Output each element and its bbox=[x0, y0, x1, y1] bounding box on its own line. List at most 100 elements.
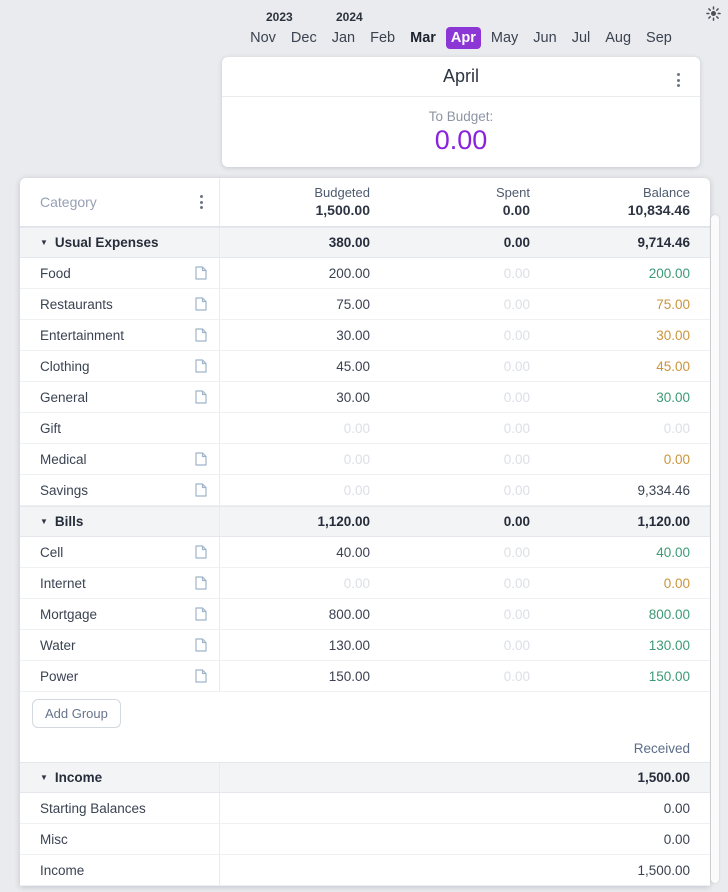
note-icon[interactable] bbox=[195, 545, 207, 559]
month-menu-kebab-icon[interactable] bbox=[673, 69, 684, 91]
category-menu-kebab-icon[interactable] bbox=[196, 191, 207, 213]
group-name[interactable]: Income bbox=[54, 770, 103, 785]
budgeted-value[interactable]: 150.00 bbox=[328, 668, 370, 684]
budgeted-value[interactable]: 45.00 bbox=[336, 358, 370, 374]
spent-value[interactable]: 0.00 bbox=[503, 451, 530, 467]
budgeted-value[interactable]: 130.00 bbox=[328, 637, 370, 653]
group-name[interactable]: Usual Expenses bbox=[54, 235, 159, 250]
budgeted-header[interactable]: Budgeted 1,500.00 bbox=[220, 184, 370, 220]
category-name[interactable]: Entertainment bbox=[40, 327, 125, 343]
group-spent[interactable]: 0.00 bbox=[503, 514, 530, 529]
balance-value[interactable]: 0.00 bbox=[663, 451, 690, 467]
balance-value[interactable]: 9,334.46 bbox=[637, 482, 690, 498]
collapse-arrow-icon[interactable]: ▼ bbox=[40, 517, 48, 526]
group-balance[interactable]: 9,714.46 bbox=[637, 235, 690, 250]
note-icon[interactable] bbox=[195, 328, 207, 342]
category-name[interactable]: Restaurants bbox=[40, 296, 113, 312]
spent-header[interactable]: Spent 0.00 bbox=[370, 184, 530, 220]
group-spent[interactable]: 0.00 bbox=[503, 235, 530, 250]
category-name[interactable]: Internet bbox=[40, 575, 86, 591]
note-icon[interactable] bbox=[195, 359, 207, 373]
group-budgeted[interactable]: 1,120.00 bbox=[317, 514, 370, 529]
budgeted-value[interactable]: 200.00 bbox=[328, 265, 370, 281]
balance-value[interactable]: 0.00 bbox=[663, 420, 690, 436]
category-name[interactable]: Starting Balances bbox=[40, 800, 146, 816]
balance-value[interactable]: 30.00 bbox=[656, 389, 690, 405]
month-jun[interactable]: Jun bbox=[528, 27, 561, 49]
budgeted-value[interactable]: 0.00 bbox=[343, 482, 370, 498]
spent-value[interactable]: 0.00 bbox=[503, 389, 530, 405]
balance-value[interactable]: 75.00 bbox=[656, 296, 690, 312]
category-name[interactable]: Food bbox=[40, 265, 71, 281]
category-name[interactable]: Water bbox=[40, 637, 76, 653]
group-name[interactable]: Bills bbox=[54, 514, 84, 529]
balance-value[interactable]: 800.00 bbox=[648, 606, 690, 622]
budgeted-value[interactable]: 0.00 bbox=[343, 420, 370, 436]
category-name[interactable]: Cell bbox=[40, 544, 64, 560]
category-name[interactable]: Mortgage bbox=[40, 606, 98, 622]
note-icon[interactable] bbox=[195, 607, 207, 621]
spent-value[interactable]: 0.00 bbox=[503, 668, 530, 684]
budgeted-value[interactable]: 800.00 bbox=[328, 606, 370, 622]
note-icon[interactable] bbox=[195, 266, 207, 280]
month-dec[interactable]: Dec bbox=[286, 27, 322, 49]
theme-sun-icon[interactable] bbox=[704, 4, 722, 22]
balance-value[interactable]: 30.00 bbox=[656, 327, 690, 343]
category-name[interactable]: General bbox=[40, 389, 89, 405]
spent-value[interactable]: 0.00 bbox=[503, 482, 530, 498]
balance-header[interactable]: Balance 10,834.46 bbox=[530, 184, 690, 220]
budgeted-value[interactable]: 75.00 bbox=[336, 296, 370, 312]
spent-value[interactable]: 0.00 bbox=[503, 420, 530, 436]
month-jul[interactable]: Jul bbox=[567, 27, 596, 49]
group-budgeted[interactable]: 380.00 bbox=[328, 235, 370, 250]
add-group-button[interactable]: Add Group bbox=[32, 698, 121, 728]
received-value[interactable]: 1,500.00 bbox=[637, 862, 690, 878]
received-value[interactable]: 0.00 bbox=[663, 800, 690, 816]
note-icon[interactable] bbox=[195, 452, 207, 466]
category-name[interactable]: Misc bbox=[40, 831, 68, 847]
group-balance[interactable]: 1,120.00 bbox=[637, 514, 690, 529]
balance-value[interactable]: 40.00 bbox=[656, 544, 690, 560]
spent-value[interactable]: 0.00 bbox=[503, 637, 530, 653]
month-mar[interactable]: Mar bbox=[405, 27, 441, 49]
budgeted-value[interactable]: 40.00 bbox=[336, 544, 370, 560]
category-name[interactable]: Gift bbox=[40, 420, 62, 436]
month-jan[interactable]: Jan bbox=[327, 27, 360, 49]
month-sep[interactable]: Sep bbox=[641, 27, 677, 49]
balance-value[interactable]: 45.00 bbox=[656, 358, 690, 374]
month-may[interactable]: May bbox=[486, 27, 523, 49]
category-name[interactable]: Savings bbox=[40, 482, 89, 498]
spent-value[interactable]: 0.00 bbox=[503, 606, 530, 622]
category-name[interactable]: Medical bbox=[40, 451, 87, 467]
month-nov[interactable]: Nov bbox=[245, 27, 281, 49]
received-value[interactable]: 0.00 bbox=[663, 831, 690, 847]
spent-value[interactable]: 0.00 bbox=[503, 296, 530, 312]
note-icon[interactable] bbox=[195, 297, 207, 311]
balance-value[interactable]: 200.00 bbox=[648, 265, 690, 281]
spent-value[interactable]: 0.00 bbox=[503, 575, 530, 591]
category-name[interactable]: Income bbox=[40, 862, 85, 878]
budgeted-value[interactable]: 30.00 bbox=[336, 389, 370, 405]
note-icon[interactable] bbox=[195, 576, 207, 590]
budgeted-value[interactable]: 0.00 bbox=[343, 575, 370, 591]
income-group-received[interactable]: 1,500.00 bbox=[637, 770, 690, 785]
note-icon[interactable] bbox=[195, 483, 207, 497]
month-aug[interactable]: Aug bbox=[600, 27, 636, 49]
note-icon[interactable] bbox=[195, 669, 207, 683]
balance-value[interactable]: 0.00 bbox=[663, 575, 690, 591]
spent-value[interactable]: 0.00 bbox=[503, 265, 530, 281]
budgeted-value[interactable]: 0.00 bbox=[343, 451, 370, 467]
category-name[interactable]: Clothing bbox=[40, 358, 90, 374]
balance-value[interactable]: 130.00 bbox=[648, 637, 690, 653]
collapse-arrow-icon[interactable]: ▼ bbox=[40, 773, 48, 782]
to-budget-value[interactable]: 0.00 bbox=[434, 124, 488, 155]
note-icon[interactable] bbox=[195, 638, 207, 652]
budgeted-value[interactable]: 30.00 bbox=[336, 327, 370, 343]
collapse-arrow-icon[interactable]: ▼ bbox=[40, 238, 48, 247]
spent-value[interactable]: 0.00 bbox=[503, 327, 530, 343]
balance-value[interactable]: 150.00 bbox=[648, 668, 690, 684]
month-feb[interactable]: Feb bbox=[365, 27, 400, 49]
spent-value[interactable]: 0.00 bbox=[503, 544, 530, 560]
month-apr[interactable]: Apr bbox=[445, 27, 481, 49]
category-name[interactable]: Power bbox=[40, 668, 79, 684]
